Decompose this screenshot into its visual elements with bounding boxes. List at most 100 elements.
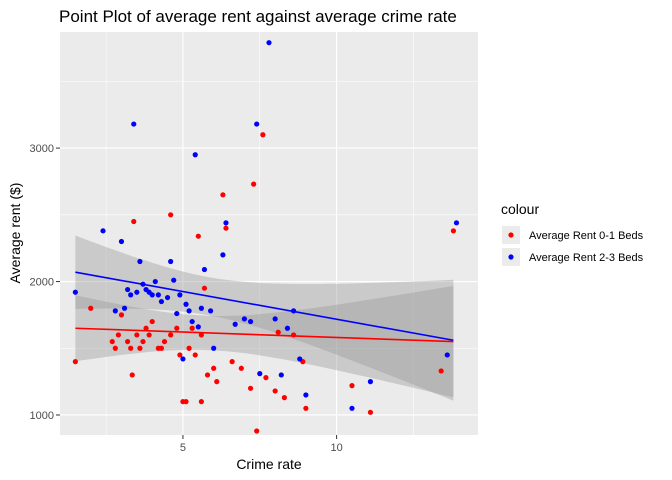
y-tick-label: 1000 [30,410,54,422]
x-axis-label: Crime rate [236,456,302,472]
y-axis-ticks: 1000 2000 3000 [30,143,60,422]
data-point-series-1 [272,316,278,322]
data-point-series-1 [137,258,143,265]
data-point-series-1 [118,238,125,245]
trend-lines [75,271,454,343]
data-point-series-1 [223,220,229,226]
confidence-band-0 [75,285,454,398]
data-point-series-0 [134,332,140,338]
data-point-series-0 [186,345,192,351]
data-point-series-1 [168,258,174,265]
data-point-series-1 [297,356,303,362]
data-point-series-1 [186,308,192,314]
data-point-series-0 [115,332,121,338]
data-point-series-0 [125,338,131,345]
data-point-series-0 [189,325,195,331]
data-point-series-0 [303,405,309,411]
data-point-series-1 [211,345,217,351]
data-point-series-0 [118,312,125,318]
data-point-series-0 [168,332,174,338]
x-tick-label: 10 [330,442,342,454]
data-point-series-1 [155,292,161,298]
data-point-series-0 [161,338,168,345]
data-point-series-1 [174,310,180,317]
data-point-series-0 [260,132,266,138]
data-point-series-1 [152,278,158,285]
data-point-series-0 [149,318,155,325]
data-point-series-0 [223,225,229,231]
data-point-series-0 [168,212,174,218]
data-point-series-1 [453,220,460,226]
data-point-series-1 [134,289,140,295]
data-point-series-0 [158,345,165,351]
data-point-series-1 [128,292,134,298]
data-point-series-0 [263,375,269,381]
x-axis-ticks: 5 10 [180,435,343,454]
trend-line-1 [75,271,454,342]
data-point-series-0 [198,399,204,405]
data-point-series-0 [195,233,201,239]
data-point-series-1 [192,152,198,158]
data-point-series-1 [208,308,214,314]
data-point-series-1 [303,392,309,398]
trend-line-0 [75,327,454,343]
data-point-series-1 [444,352,450,358]
data-point-series-1 [149,292,155,298]
confidence-bands [75,235,454,401]
data-point-series-0 [140,338,146,345]
data-point-series-0 [214,379,220,385]
x-tick-label: 5 [180,442,186,454]
data-point-series-0 [131,218,137,225]
data-point-series-1 [180,356,186,362]
data-point-series-0 [112,345,118,351]
legend-marker-1 [508,254,514,260]
data-point-series-1 [232,321,238,327]
data-point-series-0 [272,388,278,394]
data-point-series-1 [158,298,165,305]
data-point-series-0 [192,352,198,358]
data-point-series-1 [367,379,374,385]
data-point-series-0 [109,338,115,345]
data-point-series-0 [275,329,281,335]
legend-title: colour [501,201,539,217]
data-point-series-1 [121,305,128,311]
data-point-series-1 [254,121,260,127]
data-point-series-1 [164,294,171,301]
data-point-series-1 [201,266,208,273]
data-point-series-0 [251,181,257,187]
data-point-series-0 [211,365,217,371]
data-point-series-0 [72,359,78,365]
legend-marker-0 [508,232,514,238]
data-point-series-0 [183,399,189,405]
data-point-series-1 [220,252,226,258]
data-point-series-1 [100,228,106,234]
legend-label-0: Average Rent 0-1 Beds [529,230,644,242]
data-point-series-1 [349,405,355,411]
data-point-series-0 [88,305,94,311]
data-point-series-1 [266,40,272,46]
data-point-series-0 [238,365,244,371]
data-point-series-0 [198,332,204,338]
data-point-series-1 [177,292,183,298]
data-point-series-0 [174,325,180,331]
data-point-series-0 [204,372,211,378]
data-point-series-1 [183,301,189,307]
y-axis-label: Average rent ($) [7,183,23,284]
data-point-series-0 [143,325,149,331]
major-gridlines [60,32,478,435]
data-point-series-0 [450,228,457,234]
data-point-series-0 [349,383,355,389]
data-point-series-1 [195,324,201,330]
data-point-series-0 [281,395,287,401]
confidence-band-1 [75,235,454,401]
data-point-series-0 [254,428,260,434]
y-tick-label: 3000 [30,143,54,155]
data-point-series-1 [284,325,291,331]
data-point-series-0 [201,285,208,291]
data-point-series-1 [241,316,248,322]
chart-title: Point Plot of average rent against avera… [59,7,457,26]
data-point-series-1 [72,289,78,295]
data-point-series-1 [257,371,263,377]
y-tick-label: 2000 [30,277,54,289]
